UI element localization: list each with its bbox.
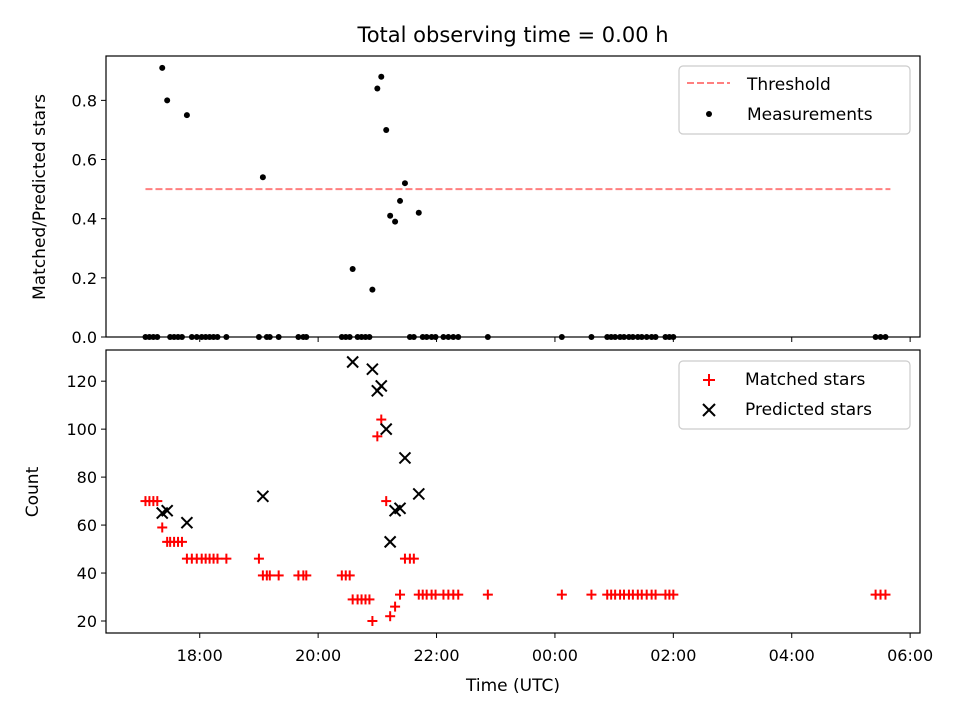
predicted-star-marker: [383, 535, 397, 549]
top-yticks: 0.0 0.2 0.4 0.6 0.8: [72, 91, 106, 347]
bottom-xtick-label: 20:00: [295, 646, 341, 665]
measurement-point: [383, 126, 390, 133]
predicted-star-marker: [398, 451, 412, 465]
measurement-point: [397, 197, 404, 204]
measurement-point: [401, 180, 408, 187]
matched-star-marker: [157, 522, 168, 533]
bottom-yticks: 20 40 60 80 100 120: [66, 372, 106, 631]
bottom-legend: Matched stars Predicted stars: [678, 360, 911, 430]
matched-legend-swatch: [703, 374, 715, 386]
matched-star-marker: [253, 553, 264, 564]
measurement-point: [378, 73, 385, 80]
matched-star-marker: [212, 553, 223, 564]
matched-star-marker: [395, 589, 406, 600]
top-plot-frame: [105, 55, 921, 338]
top-ytick-label: 0.8: [72, 91, 97, 110]
matched-star-marker: [880, 589, 891, 600]
predicted-star-marker: [393, 502, 407, 515]
bottom-xtick-label: 06:00: [887, 646, 933, 665]
bottom-panel: 20 40 60 80 100 120 18:00 20:00 22:00 00:00 02:00…: [23, 349, 933, 696]
matched-star-marker: [453, 589, 464, 600]
predicted-star-marker: [375, 379, 388, 393]
matched-star-marker: [344, 570, 355, 581]
bottom-xtick-label: 22:00: [413, 646, 459, 665]
matched-star-marker: [221, 553, 232, 564]
bottom-ylabel: Count: [23, 466, 43, 517]
measurement-point: [164, 97, 171, 104]
matched-star-marker: [408, 553, 419, 564]
measurement-point: [415, 209, 422, 216]
bottom-xlabel: Time (UTC): [465, 676, 560, 696]
figure-title: Total observing time = 0.00 h: [356, 23, 668, 47]
measurement-point: [259, 174, 266, 181]
measurements-legend-label: Measurements: [747, 105, 873, 125]
predicted-star-marker: [256, 490, 270, 503]
matched-star-marker: [586, 589, 597, 600]
measurement-point: [159, 64, 166, 71]
predicted-star-marker: [180, 516, 194, 529]
threshold-legend-label: Threshold: [746, 75, 831, 95]
matched-star-marker: [381, 496, 392, 507]
top-ytick-label: 0.4: [72, 210, 97, 229]
matched-star-marker: [668, 589, 679, 600]
matched-star-marker: [372, 431, 383, 442]
matched-star-marker: [273, 570, 284, 581]
matched-star-marker: [301, 570, 312, 581]
bottom-xtick-label: 02:00: [650, 646, 696, 665]
matched-star-marker: [390, 601, 401, 612]
measurement-point: [183, 112, 190, 119]
matched-star-marker: [364, 594, 375, 605]
top-xticks: [199, 337, 911, 342]
top-legend: Threshold Measurements: [678, 65, 911, 135]
bottom-ytick-label: 40: [77, 564, 97, 583]
matched-star-marker: [385, 611, 396, 622]
predicted-star-marker: [160, 504, 174, 517]
bottom-xtick-label: 00:00: [532, 646, 578, 665]
predicted-star-marker: [412, 487, 425, 501]
matched-star-marker: [367, 616, 378, 627]
predicted-legend-label: Predicted stars: [745, 400, 872, 420]
bottom-points-layer: [140, 355, 891, 627]
matched-star-marker: [556, 589, 567, 600]
measurement-point: [369, 286, 376, 293]
top-ytick-label: 0.2: [72, 269, 97, 288]
predicted-star-marker: [346, 355, 359, 369]
measurement-point: [392, 218, 399, 225]
top-ytick-label: 0.6: [72, 151, 97, 170]
top-legend-box: [678, 65, 911, 135]
matched-star-marker: [152, 496, 163, 507]
top-ytick-label: 0.0: [72, 328, 97, 347]
matched-star-marker: [376, 414, 387, 425]
bottom-xticks: 18:00 20:00 22:00 00:00 02:00 04:00 06:00: [177, 633, 933, 665]
predicted-legend-swatch: [702, 403, 716, 417]
measurements-legend-swatch: [706, 111, 712, 117]
predicted-star-marker: [380, 422, 393, 436]
measurement-point: [349, 265, 356, 272]
bottom-ytick-label: 80: [77, 468, 97, 487]
measurement-point: [387, 212, 394, 219]
predicted-star-marker: [366, 362, 379, 376]
matched-star-marker: [482, 589, 493, 600]
top-ylabel: Matched/Predicted stars: [30, 94, 50, 300]
bottom-plot-frame: [105, 349, 921, 634]
bottom-ytick-label: 100: [66, 420, 97, 439]
top-panel: 0.00.20.40.60.8 Matched/Predicted stars …: [30, 55, 921, 347]
bottom-xtick-label: 04:00: [769, 646, 815, 665]
matched-star-marker: [650, 589, 661, 600]
matched-star-marker: [176, 536, 187, 547]
bottom-ytick-label: 120: [66, 372, 97, 391]
bottom-xtick-label: 18:00: [177, 646, 223, 665]
matched-star-marker: [264, 570, 275, 581]
bottom-ytick-label: 20: [77, 612, 97, 631]
measurement-point: [374, 85, 381, 92]
bottom-ytick-label: 60: [77, 516, 97, 535]
bottom-legend-box: [678, 360, 911, 430]
matched-legend-label: Matched stars: [745, 370, 865, 390]
